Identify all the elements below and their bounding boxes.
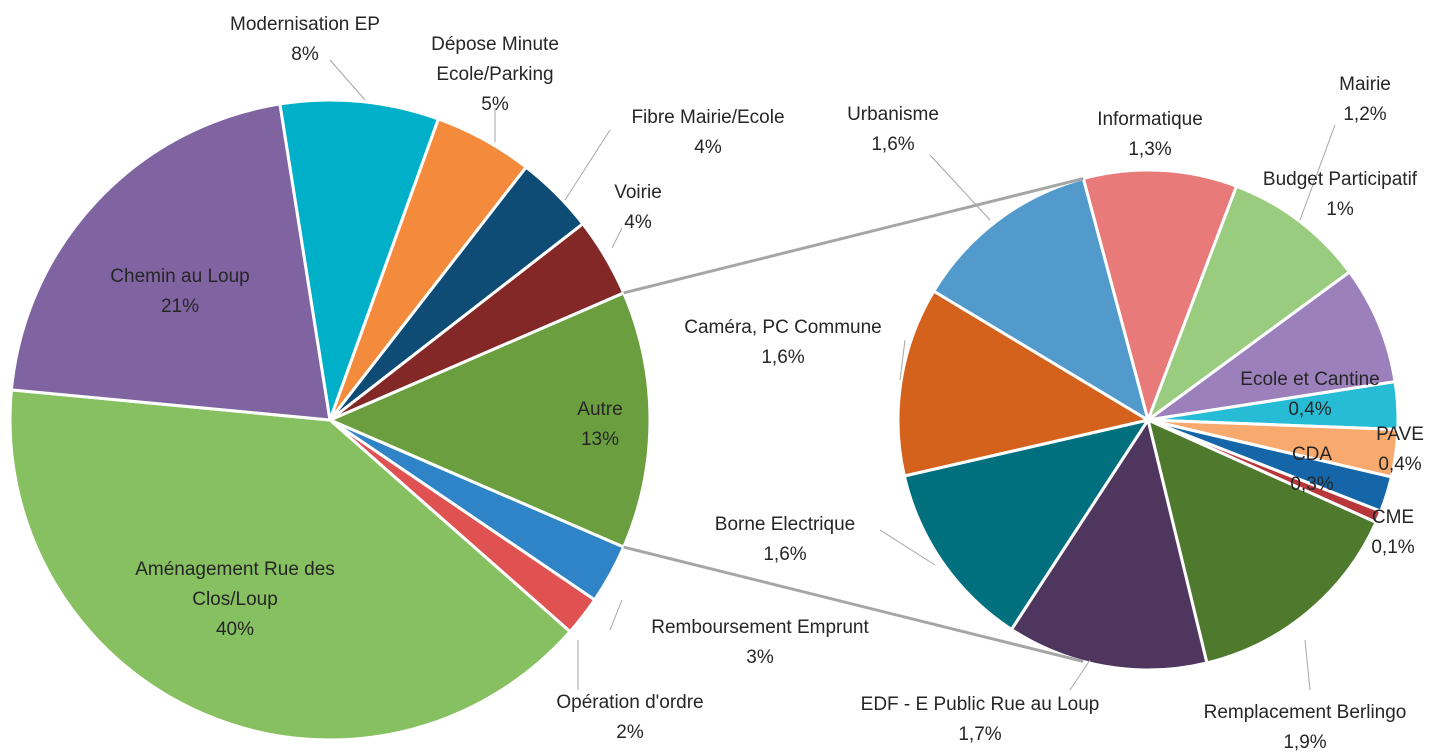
label-name: Autre [577, 399, 623, 420]
label-name: Modernisation EP [230, 14, 380, 35]
data-label: Remboursement Emprunt 3% [610, 613, 910, 673]
label-name: Remplacement Berlingo [1203, 702, 1407, 723]
data-label: Budget Participatif 1% [1220, 165, 1445, 225]
leader-line [1304, 639, 1311, 691]
label-value: 8% [291, 44, 319, 65]
label-name: Budget Participatif [1262, 169, 1418, 190]
leader-line [609, 599, 623, 631]
leader-line [899, 339, 906, 381]
pie-slice [1081, 168, 1239, 425]
data-label: Modernisation EP 8% [195, 10, 415, 70]
label-name: Voirie [614, 182, 662, 203]
leader-line [1299, 124, 1336, 221]
label-value: 13% [580, 429, 620, 450]
data-label: Chemin au Loup 21% [80, 262, 280, 322]
label-value: 4% [624, 212, 652, 233]
pie-slice [1009, 416, 1209, 672]
label-name: Urbanisme [847, 104, 939, 125]
pie-slice [326, 290, 652, 550]
label-value: 1,3% [1128, 139, 1172, 160]
label-value: 1,6% [763, 544, 807, 565]
pie-slice [9, 102, 332, 422]
data-label: Borne Electrique 1,6% [685, 510, 885, 570]
leader-line [879, 529, 936, 566]
pie-slice [896, 289, 1152, 478]
label-name: Informatique [1097, 109, 1203, 130]
pie-slice [1144, 184, 1352, 425]
label-name: PAVE [1376, 424, 1424, 445]
label-name: Dépose Minute Ecole/Parking [431, 34, 559, 85]
data-label: EDF - E Public Rue au Loup 1,7% [820, 690, 1140, 750]
label-name: Fibre Mairie/Ecole [631, 107, 785, 128]
label-name: Caméra, PC Commune [684, 317, 882, 338]
label-value: 3% [746, 647, 774, 668]
label-value: 1,9% [1283, 732, 1327, 753]
data-label: Dépose Minute Ecole/Parking 5% [405, 30, 585, 120]
connector-line [623, 545, 1084, 663]
data-label: Ecole et Cantine 0,4% [1210, 365, 1410, 425]
label-value: 0,3% [1290, 474, 1334, 495]
pie-slice [1147, 269, 1397, 422]
data-label: PAVE 0,4% [1360, 420, 1440, 480]
label-value: 1,7% [958, 724, 1002, 745]
label-name: Ecole et Cantine [1240, 369, 1380, 390]
data-label: Mairie 1,2% [1315, 70, 1415, 130]
label-value: 1% [1326, 199, 1354, 220]
pie-slice [329, 221, 626, 422]
pie-slice [1145, 417, 1379, 665]
label-name: Aménagement Rue des Clos/Loup [135, 559, 335, 610]
label-value: 5% [481, 94, 509, 115]
pie-slice [278, 98, 441, 421]
data-label: Opération d'ordre 2% [520, 688, 740, 748]
label-value: 4% [694, 137, 722, 158]
label-name: Mairie [1339, 74, 1391, 95]
label-name: Chemin au Loup [110, 266, 250, 287]
label-value: 1,2% [1343, 104, 1387, 125]
label-name: CME [1371, 507, 1415, 528]
data-label: Remplacement Berlingo 1,9% [1165, 698, 1445, 753]
data-label: Voirie 4% [598, 178, 678, 238]
data-label: Autre 13% [555, 395, 645, 455]
label-name: CDA [1291, 444, 1333, 465]
data-label: Aménagement Rue des Clos/Loup 40% [105, 555, 365, 645]
label-name: Opération d'ordre [556, 692, 704, 713]
pie-slice [8, 388, 573, 742]
label-value: 1,6% [871, 134, 915, 155]
leader-line [564, 129, 611, 201]
leader-line [329, 59, 366, 101]
label-value: 0,4% [1288, 399, 1332, 420]
label-value: 1,6% [761, 347, 805, 368]
label-value: 21% [160, 296, 200, 317]
label-name: EDF - E Public Rue au Loup [860, 694, 1100, 715]
data-label: CDA 0,3% [1272, 440, 1352, 500]
label-name: Remboursement Emprunt [651, 617, 869, 638]
data-label: Caméra, PC Commune 1,6% [653, 313, 913, 373]
data-label: Fibre Mairie/Ecole 4% [598, 103, 818, 163]
leader-line [611, 227, 623, 249]
label-name: Borne Electrique [714, 514, 856, 535]
data-label: CME 0,1% [1353, 503, 1433, 563]
connector-line [623, 177, 1084, 295]
leader-line [929, 154, 991, 221]
label-value: 0,1% [1371, 537, 1415, 558]
leader-line [1069, 659, 1091, 691]
label-value: 40% [215, 619, 255, 640]
data-label: Informatique 1,3% [1050, 105, 1250, 165]
pie-slice [902, 417, 1152, 632]
label-value: 2% [616, 722, 644, 743]
data-label: Urbanisme 1,6% [813, 100, 973, 160]
label-value: 0,4% [1378, 454, 1422, 475]
